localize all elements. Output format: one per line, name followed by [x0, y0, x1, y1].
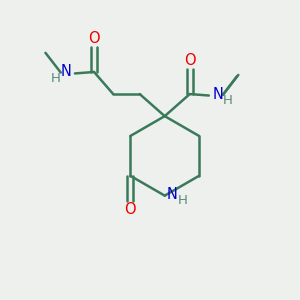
Text: H: H	[223, 94, 233, 107]
Text: N: N	[61, 64, 71, 80]
Text: H: H	[51, 72, 61, 85]
Text: O: O	[184, 53, 196, 68]
Text: O: O	[88, 31, 100, 46]
Text: O: O	[124, 202, 136, 217]
Text: N: N	[167, 187, 178, 202]
Text: H: H	[178, 194, 188, 207]
Text: N: N	[212, 87, 223, 102]
